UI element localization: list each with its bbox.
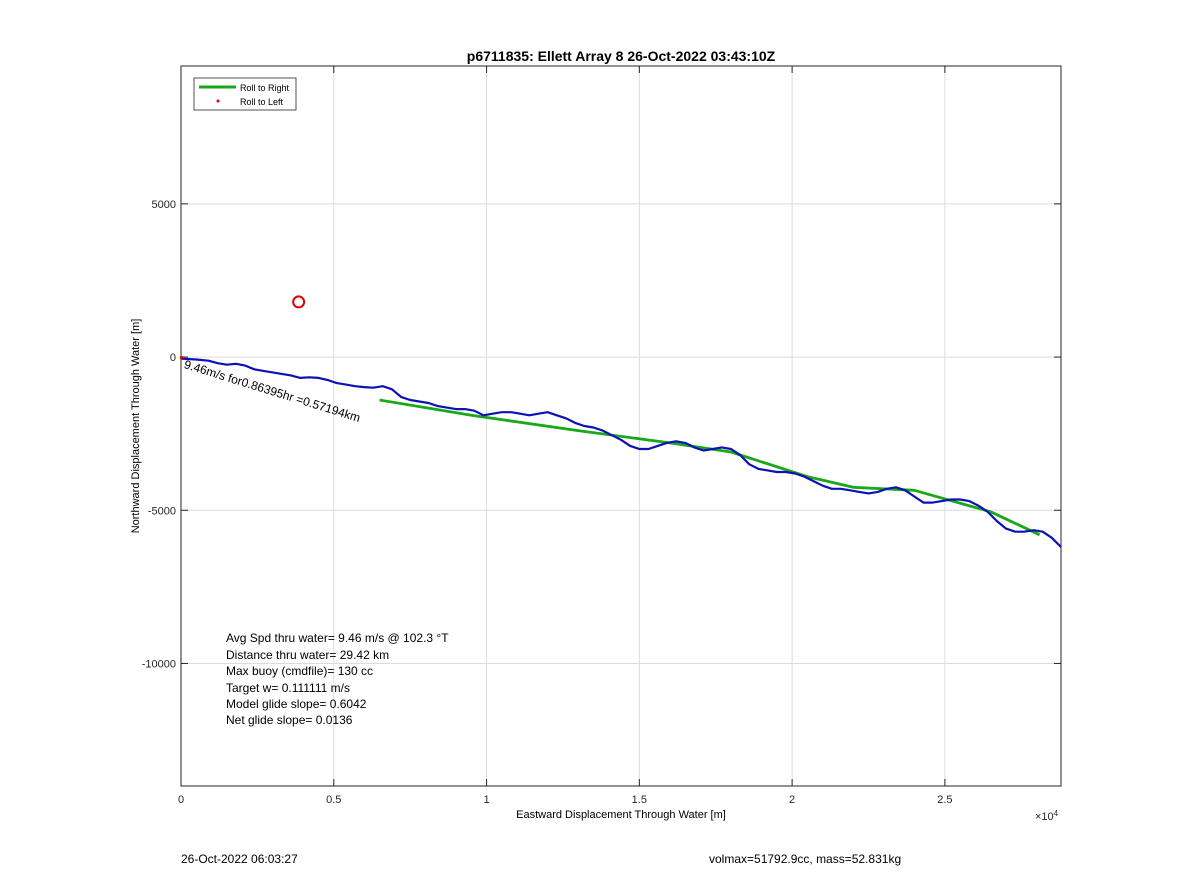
stats-line: Net glide slope= 0.0136 [226, 713, 353, 727]
x-axis-label: Eastward Displacement Through Water [m] [516, 809, 726, 821]
x-axis-exponent: ×104 [1035, 809, 1059, 823]
chart-title: p6711835: Ellett Array 8 26-Oct-2022 03:… [467, 48, 776, 64]
roll-left-point [179, 355, 184, 360]
legend: Roll to Right Roll to Left [193, 77, 297, 111]
y-tick-label: -5000 [148, 505, 176, 517]
x-tick-label: 0 [178, 794, 184, 806]
track-annotation: 9.46m/s for0.86395hr =0.57194km [182, 357, 362, 425]
y-axis-label: Northward Displacement Through Water [m] [130, 319, 142, 534]
legend-label-roll-right: Roll to Right [240, 83, 290, 93]
legend-box [193, 77, 297, 111]
x-axis-exponent-base: ×10 [1035, 811, 1054, 823]
stats-block: Avg Spd thru water= 9.46 m/s @ 102.3 °T … [226, 631, 449, 727]
stats-line: Max buoy (cmdfile)= 130 cc [226, 664, 373, 678]
axis-ticks: 0 0.5 1 1.5 2 2.5 5000 0 -5000 -10000 [142, 66, 1061, 806]
x-tick-label: 1.5 [632, 794, 647, 806]
plot-area-frame [180, 65, 1062, 787]
footer-volmax-mass: volmax=51792.9cc, mass=52.831kg [709, 852, 902, 866]
stats-line: Model glide slope= 0.6042 [226, 697, 367, 711]
series-layer [179, 295, 1062, 548]
legend-swatch-roll-left [216, 99, 220, 103]
x-tick-label: 1 [483, 794, 489, 806]
y-tick-label: 0 [170, 352, 176, 364]
series-track-line [180, 357, 1062, 548]
x-axis-exponent-power: 4 [1054, 809, 1059, 818]
x-tick-label: 2 [789, 794, 795, 806]
stats-line: Target w= 0.111111 m/s [226, 681, 350, 695]
x-tick-label: 0.5 [326, 794, 341, 806]
stats-line: Avg Spd thru water= 9.46 m/s @ 102.3 °T [226, 631, 449, 645]
footer-timestamp: 26-Oct-2022 06:03:27 [181, 852, 298, 866]
position-circle-marker [292, 295, 306, 309]
legend-label-roll-left: Roll to Left [240, 97, 284, 107]
series-roll-right-line [379, 398, 1041, 537]
x-tick-label: 2.5 [937, 794, 952, 806]
grid [181, 66, 1061, 786]
stats-line: Distance thru water= 29.42 km [226, 648, 389, 662]
y-tick-label: -10000 [142, 658, 176, 670]
y-tick-label: 5000 [152, 199, 176, 211]
